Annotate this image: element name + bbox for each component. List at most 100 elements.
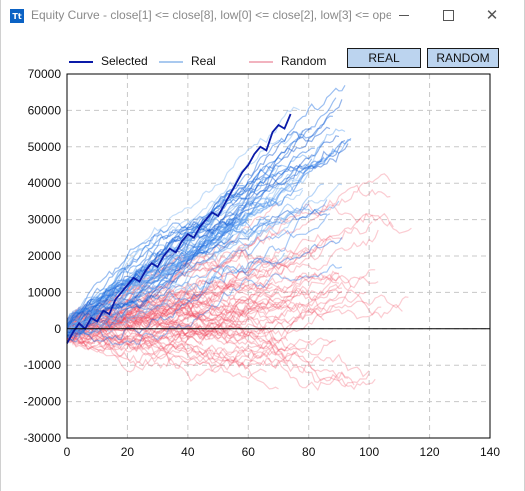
random-curve bbox=[66, 274, 379, 332]
real-button[interactable]: REAL bbox=[347, 48, 421, 68]
random-curve bbox=[66, 229, 379, 330]
random-curve bbox=[66, 292, 204, 337]
real-curve bbox=[66, 185, 246, 326]
random-curve bbox=[66, 275, 304, 348]
random-curve bbox=[66, 316, 337, 356]
title-bar[interactable]: Tt Equity Curve - close[1] <= close[8], … bbox=[1, 0, 524, 30]
real-curve bbox=[66, 128, 346, 329]
random-curve bbox=[66, 313, 289, 367]
x-tick-label: 100 bbox=[359, 445, 379, 459]
real-curve bbox=[66, 214, 246, 325]
random-curve bbox=[66, 290, 282, 336]
real-curve bbox=[66, 200, 340, 336]
random-curve bbox=[66, 247, 204, 324]
random-curve bbox=[66, 287, 403, 340]
real-curve bbox=[66, 200, 258, 329]
legend-swatch-real bbox=[159, 61, 183, 63]
real-curve bbox=[66, 236, 343, 343]
real-curve bbox=[66, 191, 234, 335]
y-tick-label: 50000 bbox=[28, 140, 62, 154]
x-tick-label: 80 bbox=[302, 445, 316, 459]
random-curve bbox=[66, 315, 267, 347]
maximize-icon bbox=[442, 9, 454, 21]
legend-swatch-selected bbox=[69, 61, 93, 63]
random-curve bbox=[66, 203, 394, 321]
random-curve bbox=[66, 306, 276, 371]
selected-curve bbox=[66, 113, 292, 344]
y-tick-label: 30000 bbox=[28, 213, 62, 227]
random-curve bbox=[66, 295, 252, 320]
random-curve bbox=[66, 253, 204, 326]
real-curve bbox=[66, 147, 315, 338]
legend-label-selected: Selected bbox=[101, 54, 148, 68]
random-curve bbox=[66, 326, 312, 356]
legend-label-random: Random bbox=[281, 54, 327, 68]
real-curve bbox=[66, 215, 270, 334]
random-curve bbox=[66, 293, 219, 331]
real-curve bbox=[66, 203, 310, 334]
random-curve bbox=[66, 308, 246, 341]
real-curve bbox=[66, 135, 340, 322]
random-curve bbox=[66, 316, 349, 392]
random-curve bbox=[66, 221, 373, 336]
real-curve bbox=[66, 216, 295, 331]
random-curve bbox=[66, 269, 376, 347]
random-curve bbox=[66, 331, 240, 362]
y-tick-label: 40000 bbox=[28, 176, 62, 190]
x-tick-label: 60 bbox=[242, 445, 256, 459]
close-icon: ✕ bbox=[485, 6, 499, 24]
y-tick-label: 60000 bbox=[28, 103, 62, 117]
maximize-button[interactable] bbox=[425, 0, 471, 30]
real-curve bbox=[66, 182, 303, 339]
real-curve bbox=[66, 99, 343, 335]
app-icon: Tt bbox=[10, 9, 24, 23]
y-tick-label: 0 bbox=[54, 322, 61, 336]
random-curve bbox=[66, 238, 334, 331]
y-tick-label: 10000 bbox=[28, 285, 62, 299]
legend-swatch-random bbox=[249, 61, 273, 63]
random-curve bbox=[66, 283, 342, 338]
x-tick-label: 0 bbox=[64, 445, 71, 459]
random-curve bbox=[66, 290, 343, 343]
real-curve bbox=[66, 195, 255, 322]
real-curve bbox=[66, 126, 331, 339]
real-curve bbox=[66, 158, 327, 336]
real-curve bbox=[66, 128, 312, 331]
real-curve bbox=[66, 208, 327, 337]
real-curve bbox=[66, 106, 300, 322]
random-curve bbox=[66, 301, 219, 332]
real-curve bbox=[66, 170, 295, 331]
y-tick-label: -30000 bbox=[24, 431, 62, 445]
random-button[interactable]: RANDOM bbox=[427, 48, 499, 68]
random-curve bbox=[66, 296, 322, 326]
random-curve bbox=[66, 308, 207, 334]
x-tick-label: 140 bbox=[480, 445, 500, 459]
y-tick-label: -10000 bbox=[24, 358, 62, 372]
random-curve bbox=[66, 289, 343, 343]
random-curve bbox=[66, 255, 295, 340]
random-curve bbox=[66, 278, 339, 327]
real-curve bbox=[66, 137, 352, 324]
real-curve bbox=[66, 213, 331, 335]
real-curve bbox=[66, 158, 313, 330]
minimize-button[interactable] bbox=[381, 0, 427, 30]
window-title: Equity Curve - close[1] <= close[8], low… bbox=[31, 8, 391, 22]
random-curve bbox=[66, 309, 231, 346]
x-tick-label: 120 bbox=[420, 445, 440, 459]
close-button[interactable]: ✕ bbox=[469, 0, 515, 30]
random-curve bbox=[66, 246, 286, 325]
random-curve bbox=[66, 330, 288, 373]
x-axis-tick-labels: 0 20 40 60 80 100 120 140 bbox=[64, 445, 501, 459]
legend-label-real: Real bbox=[191, 54, 216, 68]
random-curve bbox=[66, 273, 352, 327]
random-curve bbox=[66, 184, 391, 337]
real-curve bbox=[66, 199, 328, 339]
random-curve bbox=[66, 296, 409, 351]
real-curve bbox=[66, 97, 337, 322]
y-axis-tick-labels: -30000 -20000 -10000 0 10000 20000 30000 40000 5… bbox=[24, 67, 62, 445]
random-curve bbox=[66, 268, 264, 342]
real-curve bbox=[66, 217, 295, 324]
real-curve bbox=[66, 214, 246, 326]
random-curve bbox=[66, 328, 255, 353]
